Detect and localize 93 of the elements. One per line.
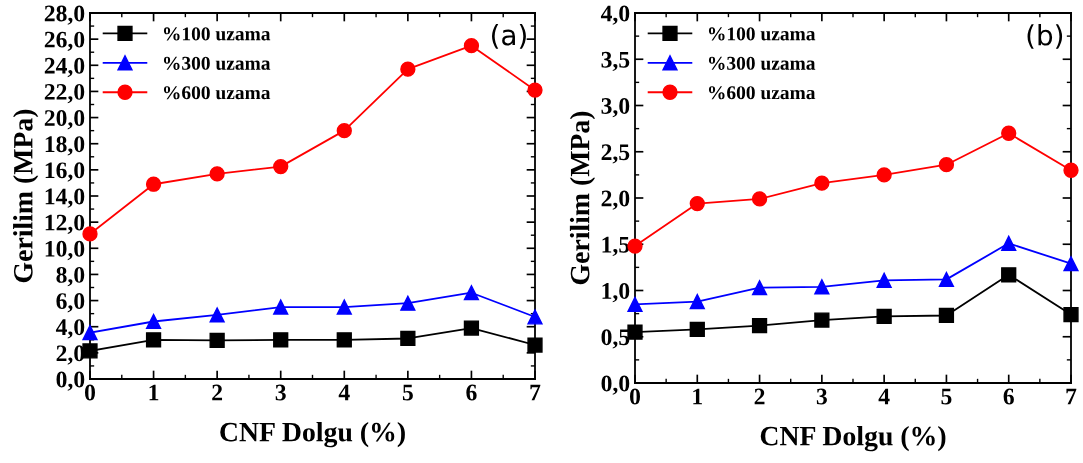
point [751, 318, 768, 334]
y-tick-label: 22,0 [44, 83, 85, 104]
point [1001, 235, 1017, 251]
point [689, 321, 705, 337]
x-tick-label: 7 [1066, 388, 1077, 405]
x-tick-label: 0 [85, 384, 95, 401]
point [400, 330, 416, 347]
x-axis-title: CNF Dolgu (%) [760, 425, 946, 452]
y-tick-label: 12,0 [45, 214, 85, 234]
point [814, 279, 830, 295]
x-tick-label: 7 [530, 384, 541, 401]
legend-label: %300 uzama [708, 56, 816, 70]
x-axis-title: CNF Dolgu (%) [220, 421, 405, 448]
x-tick-label: 4 [878, 388, 890, 405]
x-tick-label: 6 [466, 384, 477, 401]
y-tick-label: 2,5 [601, 144, 630, 164]
point [938, 307, 955, 324]
point [1063, 256, 1079, 272]
x-tick-label: 5 [941, 388, 952, 405]
annotation: (a) [492, 24, 526, 49]
point [689, 195, 705, 212]
point [938, 157, 955, 173]
point [814, 312, 830, 328]
point [463, 38, 480, 54]
x-tick-label: 1 [693, 388, 702, 405]
point [463, 285, 480, 301]
point [273, 299, 289, 315]
point [145, 332, 162, 348]
y-tick-label: 24,0 [44, 57, 85, 78]
point [751, 280, 768, 296]
point [400, 61, 416, 77]
x-tick-label: 3 [816, 388, 827, 405]
point [814, 175, 830, 191]
x-tick-label: 2 [754, 388, 765, 405]
point [273, 158, 289, 175]
y-tick-label: 14,0 [45, 188, 85, 208]
point [209, 166, 225, 182]
y-tick-label: 10,0 [45, 240, 85, 261]
point [527, 82, 543, 98]
y-tick-label: 2,0 [601, 190, 630, 210]
point [336, 123, 352, 139]
y-tick-label: 20,0 [44, 110, 85, 130]
point [400, 295, 416, 311]
y-tick-label: 3,0 [601, 97, 630, 118]
point [876, 308, 892, 325]
point [527, 337, 543, 353]
point [751, 191, 768, 207]
y-tick-label: 4,0 [600, 5, 630, 25]
point [876, 167, 892, 183]
y-tick-label: 8,0 [56, 266, 85, 287]
y-tick-label: 26,0 [44, 31, 85, 51]
y-tick-label: 0,5 [601, 329, 630, 349]
point [1001, 125, 1017, 141]
point [1063, 162, 1079, 178]
y-tick-label: 18,0 [45, 136, 85, 156]
legend-label: %100 uzama [708, 27, 816, 41]
y-axis-title: Gerilim (MPa) [569, 111, 596, 285]
legend-label: %300 uzama [163, 56, 271, 70]
x-tick-label: 6 [1003, 388, 1014, 405]
y-tick-label: 1,0 [602, 282, 630, 303]
x-tick-label: 1 [149, 384, 159, 401]
x-tick-label: 0 [630, 388, 640, 405]
x-tick-label: 3 [275, 384, 286, 401]
point [145, 176, 162, 192]
annotation: (b) [1027, 24, 1063, 49]
point [336, 299, 352, 315]
point [689, 293, 705, 310]
y-tick-label: 0,0 [601, 375, 630, 395]
y-tick-label: 0,0 [56, 371, 85, 391]
point [209, 332, 225, 349]
point [1001, 267, 1017, 283]
y-tick-label: 6,0 [56, 293, 85, 313]
legend-label: %600 uzama [708, 86, 816, 100]
x-tick-label: 5 [402, 384, 413, 401]
point [209, 307, 225, 323]
point [938, 271, 955, 288]
point [1063, 306, 1079, 323]
legend-label: %600 uzama [163, 86, 271, 100]
point [145, 313, 162, 330]
x-tick-label: 2 [212, 384, 223, 401]
y-axis-title: Gerilim (MPa) [13, 109, 39, 283]
point [273, 332, 289, 348]
y-tick-label: 4,0 [55, 319, 85, 339]
y-tick-label: 3,5 [601, 51, 630, 72]
point [527, 309, 543, 325]
y-tick-label: 16,0 [45, 162, 85, 182]
point [463, 320, 480, 336]
y-tick-label: 1,5 [602, 236, 630, 257]
y-tick-label: 28,0 [44, 5, 85, 25]
x-tick-label: 4 [338, 384, 350, 401]
point [336, 332, 352, 348]
legend-label: %100 uzama [163, 27, 271, 41]
point [876, 272, 892, 288]
